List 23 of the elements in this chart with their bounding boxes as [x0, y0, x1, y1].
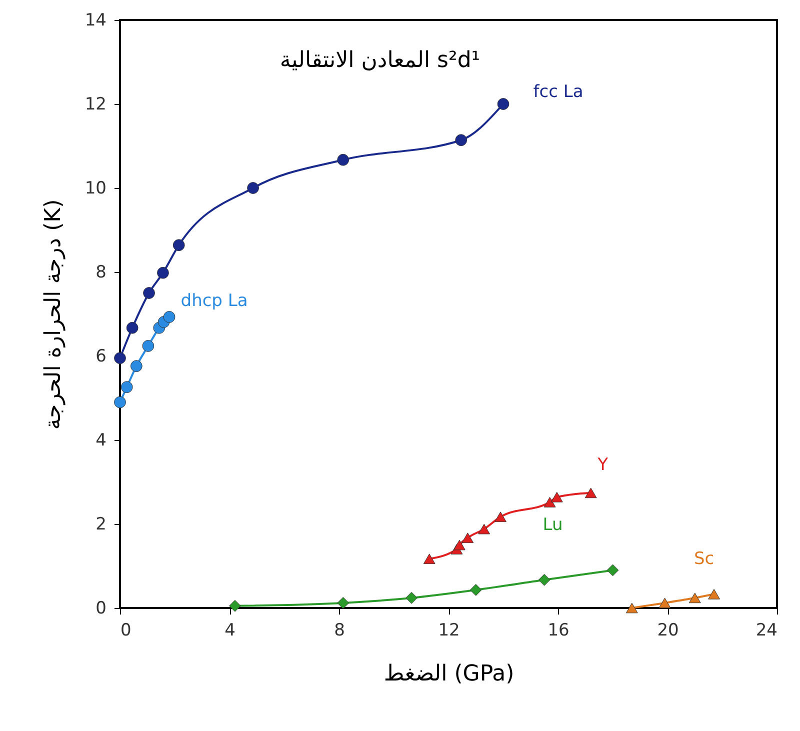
text: المعادن الانتقالية s²d¹: [280, 48, 480, 73]
y-tick-label: 6: [96, 346, 106, 366]
y-tick-label: 4: [96, 430, 106, 450]
x-tick-label: 20: [657, 620, 679, 640]
x-tick-label: 8: [334, 620, 345, 640]
series-label: Y: [596, 454, 609, 475]
y-axis-title: درجة الحرارة الحرجة (K): [40, 199, 66, 430]
series-label: dhcp La: [180, 290, 248, 311]
series-label: Sc: [694, 549, 714, 570]
y-tick-label: 10: [84, 178, 106, 198]
text: Lu: [542, 515, 563, 536]
y-tick-label: 0: [96, 598, 106, 618]
y-tick-label: 14: [84, 10, 106, 30]
series-label: fcc La: [533, 82, 584, 102]
y-tick-label: 8: [96, 262, 106, 282]
x-tick-label: 24: [756, 620, 778, 640]
x-axis-title: الضغط (GPa): [384, 662, 514, 686]
x-tick-label: 0: [120, 620, 132, 640]
x-tick-label: 4: [224, 620, 236, 640]
y-tick-label: 2: [96, 514, 106, 534]
y-tick-label: 12: [84, 94, 106, 114]
x-tick-label: 16: [548, 620, 570, 640]
x-tick-label: 12: [438, 620, 460, 640]
